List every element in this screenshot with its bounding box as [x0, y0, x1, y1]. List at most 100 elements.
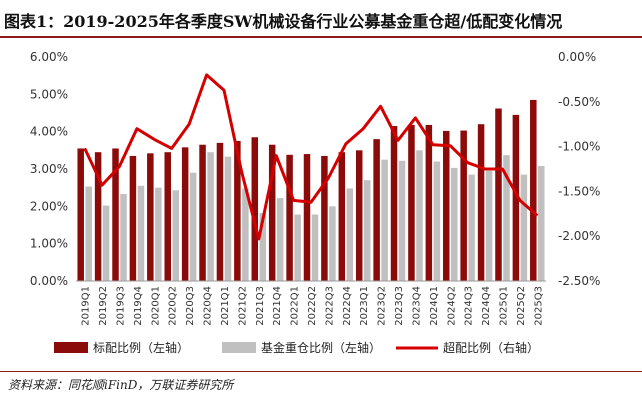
left-axis-tick-label: 0.00% — [30, 274, 68, 288]
bar-fund-holding — [520, 174, 528, 281]
bar-standard-allocation — [251, 137, 259, 281]
bar-fund-holding — [259, 213, 267, 281]
footer-divider — [0, 371, 642, 372]
bar-standard-allocation — [321, 155, 328, 281]
bar-fund-holding — [363, 180, 371, 281]
bar-standard-allocation — [512, 114, 520, 281]
bar-standard-allocation — [303, 154, 311, 281]
bar-fund-holding — [398, 160, 406, 281]
bar-fund-holding — [102, 205, 110, 281]
bar-standard-allocation — [77, 148, 84, 281]
line-overweight-ratio — [83, 73, 539, 241]
bar-fund-holding — [155, 187, 162, 281]
x-axis-tick-label: 2023Q3 — [394, 286, 405, 326]
bar-standard-allocation — [338, 152, 346, 281]
bar-standard-allocation — [425, 124, 433, 282]
bar-fund-holding — [433, 161, 441, 281]
bar-standard-allocation — [443, 130, 450, 281]
x-axis-tick-label: 2024Q1 — [429, 286, 440, 326]
title-bar: 图表1：2019-2025年各季度SW机械设备行业公募基金重仓超/低配变化情况 — [0, 0, 642, 38]
bar-fund-holding — [242, 188, 249, 281]
x-axis-tick-label: 2019Q2 — [98, 286, 109, 326]
x-axis-tick-label: 2023Q1 — [359, 286, 370, 326]
bar-standard-allocation — [268, 144, 276, 281]
right-axis-tick-label: -1.00% — [558, 140, 600, 154]
bar-standard-allocation — [460, 130, 467, 281]
bar-standard-allocation — [147, 153, 154, 281]
bar-fund-holding — [329, 206, 336, 281]
legend-swatch-fund — [222, 342, 256, 353]
x-axis-tick-label: 2020Q1 — [150, 286, 161, 326]
bar-fund-holding — [381, 159, 388, 281]
bar-standard-allocation — [216, 142, 224, 281]
bar-fund-holding — [137, 185, 145, 281]
x-axis-tick-label: 2019Q1 — [81, 286, 92, 326]
x-axis-tick-label: 2023Q4 — [411, 286, 422, 326]
bar-standard-allocation — [112, 148, 119, 281]
bar-fund-holding — [346, 188, 354, 281]
x-axis-tick-label: 2022Q3 — [324, 286, 335, 326]
bar-fund-holding — [85, 186, 92, 281]
bar-standard-allocation — [373, 139, 380, 281]
right-axis-tick-label: -2.00% — [558, 229, 600, 243]
x-axis-tick-label: 2020Q2 — [168, 286, 179, 326]
legend-label-overweight: 超配比例（右轴） — [443, 340, 539, 355]
x-axis-tick-label: 2025Q2 — [516, 286, 527, 326]
x-axis-tick-label: 2021Q1 — [220, 286, 231, 326]
legend-swatch-standard — [54, 342, 88, 353]
x-axis-tick-label: 2020Q4 — [203, 286, 214, 326]
bar-fund-holding — [538, 166, 545, 281]
x-axis-tick-label: 2023Q2 — [377, 286, 388, 326]
bar-fund-holding — [503, 155, 510, 281]
bar-standard-allocation — [408, 124, 415, 282]
bar-fund-holding — [468, 174, 475, 281]
x-axis-tick-label: 2025Q1 — [498, 286, 509, 326]
bar-fund-holding — [207, 152, 214, 281]
page-title: 图表1：2019-2025年各季度SW机械设备行业公募基金重仓超/低配变化情况 — [4, 12, 563, 31]
bar-fund-holding — [120, 194, 127, 281]
right-axis-tick-label: 0.00% — [558, 50, 596, 64]
source-note: 资料来源：同花顺iFinD，万联证券研究所 — [8, 378, 234, 392]
left-axis-tick-label: 5.00% — [30, 87, 68, 101]
bar-standard-allocation — [495, 108, 502, 282]
bar-fund-holding — [451, 167, 458, 281]
left-axis-tick-label: 6.00% — [30, 50, 68, 64]
x-axis-tick-label: 2025Q3 — [533, 286, 544, 326]
bar-fund-holding — [189, 172, 197, 281]
bar-fund-holding — [276, 198, 284, 281]
bar-standard-allocation — [129, 155, 137, 281]
bar-fund-holding — [172, 190, 179, 281]
x-axis-tick-label: 2024Q3 — [464, 286, 475, 326]
bar-standard-allocation — [530, 99, 537, 281]
right-axis-tick-label: -0.50% — [558, 95, 600, 109]
bar-fund-holding — [416, 150, 423, 281]
title-divider — [0, 36, 642, 38]
left-axis-tick-label: 3.00% — [30, 162, 68, 176]
x-axis-tick-label: 2019Q3 — [116, 286, 127, 326]
right-axis-tick-label: -2.50% — [558, 274, 600, 288]
bar-standard-allocation — [286, 154, 293, 281]
x-axis-tick-label: 2024Q2 — [446, 286, 457, 326]
left-axis-tick-label: 4.00% — [30, 125, 68, 139]
bar-standard-allocation — [199, 144, 206, 281]
x-axis-tick-label: 2022Q1 — [290, 286, 301, 326]
bar-fund-holding — [311, 214, 319, 281]
legend-label-fund: 基金重仓比例（左轴） — [261, 340, 381, 355]
bar-standard-allocation — [477, 124, 485, 281]
x-axis-tick-label: 2022Q2 — [307, 286, 318, 326]
x-axis-tick-label: 2019Q4 — [133, 286, 144, 326]
bar-standard-allocation — [234, 141, 241, 281]
bar-standard-allocation — [94, 152, 102, 281]
bar-fund-holding — [485, 170, 493, 281]
left-axis-tick-label: 2.00% — [30, 199, 68, 213]
x-axis-tick-label: 2020Q3 — [185, 286, 196, 326]
legend-label-standard: 标配比例（左轴） — [93, 340, 189, 355]
bar-standard-allocation — [390, 126, 398, 281]
bar-standard-allocation — [164, 152, 171, 281]
bar-fund-holding — [224, 156, 232, 281]
bar-fund-holding — [294, 214, 301, 281]
x-axis-tick-label: 2021Q2 — [237, 286, 248, 326]
left-axis-tick-label: 1.00% — [30, 237, 68, 251]
right-axis-tick-label: -1.50% — [558, 184, 600, 198]
